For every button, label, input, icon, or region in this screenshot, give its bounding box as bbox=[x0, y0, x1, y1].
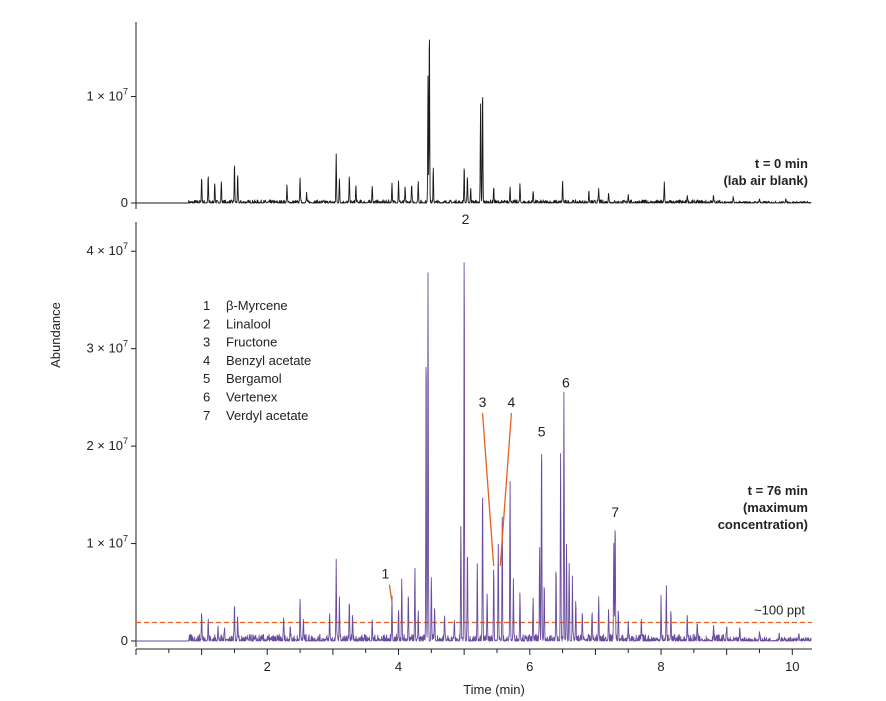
panel-annotation: (maximum bbox=[743, 500, 808, 515]
y-tick-label-base: 1 × 10 bbox=[86, 536, 123, 551]
legend-compound-name: Benzyl acetate bbox=[226, 353, 311, 368]
y-tick-label-base: 1 × 10 bbox=[86, 89, 123, 104]
y-tick-label-exponent: 7 bbox=[123, 534, 128, 544]
x-tick-label: 8 bbox=[657, 659, 664, 674]
x-tick-label: 6 bbox=[526, 659, 533, 674]
y-tick-label-exponent: 7 bbox=[123, 436, 128, 446]
legend-compound-name: Fructone bbox=[226, 335, 277, 350]
y-tick-label: 4 × 107 bbox=[86, 241, 128, 258]
peak-label: 5 bbox=[538, 423, 546, 439]
peak-pointer-line bbox=[388, 584, 393, 603]
threshold-label: ~100 ppt bbox=[754, 602, 805, 617]
peak-label: 1 bbox=[381, 566, 389, 582]
x-tick-label: 4 bbox=[395, 659, 402, 674]
legend-compound-name: Vertenex bbox=[226, 390, 278, 405]
peak-pointer-line bbox=[481, 413, 495, 567]
chromatogram-trace bbox=[136, 39, 812, 204]
legend-number: 7 bbox=[203, 408, 210, 423]
panel-annotation: t = 0 min bbox=[755, 156, 808, 171]
y-tick-label: 0 bbox=[121, 195, 128, 210]
panel-annotation: (lab air blank) bbox=[723, 173, 808, 188]
peak-pointer-line bbox=[499, 413, 513, 567]
legend-compound-name: Verdyl acetate bbox=[226, 408, 308, 423]
y-tick-label: 2 × 107 bbox=[86, 436, 128, 453]
y-tick-label: 0 bbox=[121, 633, 128, 648]
y-tick-label-base: 3 × 10 bbox=[86, 341, 123, 356]
y-tick-label-exponent: 7 bbox=[123, 339, 128, 349]
legend-number: 5 bbox=[203, 371, 210, 386]
y-axis-label: Abundance bbox=[48, 302, 63, 368]
panel-annotation: t = 76 min bbox=[748, 483, 808, 498]
y-tick-label-exponent: 7 bbox=[123, 87, 128, 97]
peak-label: 6 bbox=[562, 375, 570, 391]
legend-number: 1 bbox=[203, 298, 210, 313]
x-tick-label: 10 bbox=[785, 659, 799, 674]
legend-number: 4 bbox=[203, 353, 210, 368]
peak-label: 2 bbox=[462, 211, 470, 227]
x-tick-label: 2 bbox=[264, 659, 271, 674]
peak-label: 3 bbox=[479, 394, 487, 410]
y-tick-label-exponent: 7 bbox=[123, 241, 128, 251]
peak-label: 7 bbox=[611, 504, 619, 520]
y-tick-label-base: 4 × 10 bbox=[86, 243, 123, 258]
panel-annotation: concentration) bbox=[718, 517, 808, 532]
legend-compound-name: Bergamol bbox=[226, 371, 282, 386]
y-tick-label-base: 2 × 10 bbox=[86, 438, 123, 453]
legend-number: 2 bbox=[203, 316, 210, 331]
y-tick-label: 1 × 107 bbox=[86, 534, 128, 551]
y-tick-label-base: 0 bbox=[121, 195, 128, 210]
x-axis-label: Time (min) bbox=[463, 682, 525, 697]
chromatogram-trace bbox=[136, 262, 812, 642]
legend-compound-name: Linalool bbox=[226, 316, 271, 331]
legend-compound-name: β-Myrcene bbox=[226, 298, 288, 313]
y-tick-label-base: 0 bbox=[121, 633, 128, 648]
legend-number: 3 bbox=[203, 335, 210, 350]
legend-number: 6 bbox=[203, 390, 210, 405]
y-tick-label: 1 × 107 bbox=[86, 87, 128, 104]
y-tick-label: 3 × 107 bbox=[86, 339, 128, 356]
top-chromatogram-panel: 0 1 × 107 t = 0 min (lab air blank) bbox=[86, 22, 812, 210]
peak-label: 4 bbox=[508, 394, 516, 410]
